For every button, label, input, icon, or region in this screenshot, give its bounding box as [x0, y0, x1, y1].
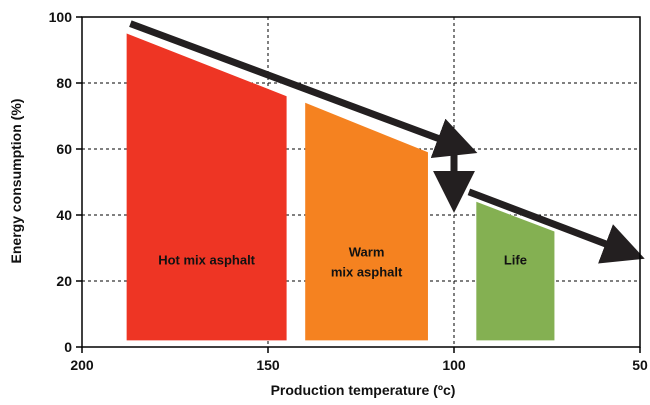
region-label-line: Warm: [349, 245, 385, 260]
plot-frame: [81, 16, 641, 348]
region-label-line: Hot mix asphalt: [158, 253, 255, 268]
trend-arrows: [129, 20, 645, 264]
y-tick-label: 60: [56, 141, 72, 157]
region-label-2: Life: [504, 253, 527, 268]
y-tick-label: 40: [56, 207, 72, 223]
trend-arrow-2: [467, 188, 645, 264]
y-tick-label: 80: [56, 75, 72, 91]
y-tick-label: 100: [49, 9, 73, 25]
x-tick-label: 200: [70, 357, 94, 373]
region-label-line: mix asphalt: [331, 265, 403, 280]
y-tick-label: 20: [56, 273, 72, 289]
tick-labels: 0 20 40 60 80 100 200 150 100 50: [49, 9, 648, 373]
region-label-0: Hot mix asphalt: [158, 253, 255, 268]
region-label-1: Warm mix asphalt: [331, 245, 403, 280]
axes: [81, 16, 641, 348]
region-hot-mix-asphalt: [126, 33, 287, 341]
region-warm-mix-asphalt: [305, 102, 428, 341]
y-axis-title: Energy consumption (%): [8, 99, 24, 264]
region-life: [476, 201, 555, 341]
region-label-line: Life: [504, 253, 527, 268]
x-tick-label: 150: [256, 357, 280, 373]
region-labels: Hot mix asphalt Warm mix asphalt Life: [158, 245, 527, 280]
y-tick-label: 0: [64, 339, 72, 355]
x-tick-label: 50: [632, 357, 648, 373]
area-regions: [126, 33, 555, 341]
x-axis-title: Production temperature (ºc): [271, 382, 456, 398]
x-tick-label: 100: [442, 357, 466, 373]
trend-arrow-0: [129, 20, 478, 159]
